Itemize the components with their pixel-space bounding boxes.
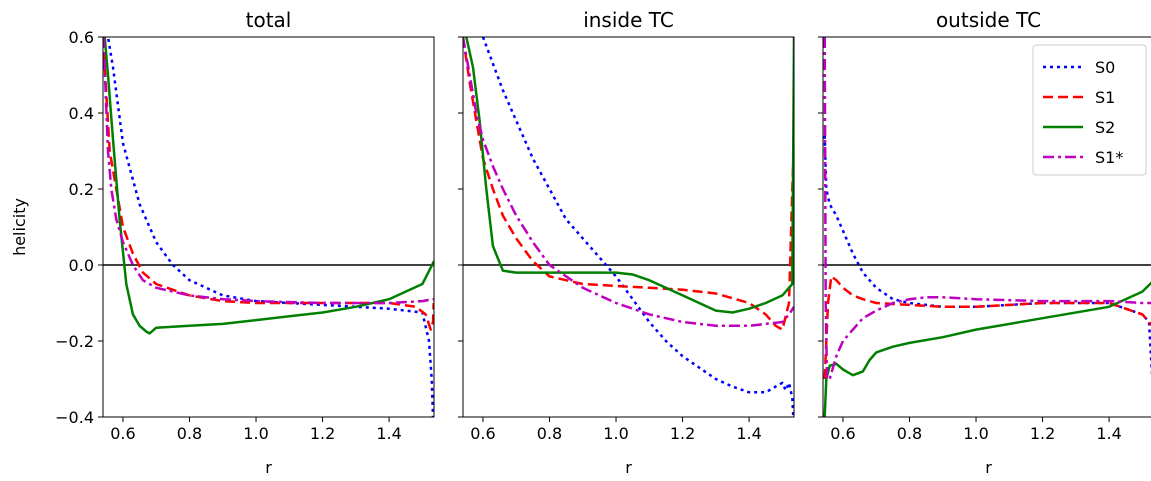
x-tick-label: 1.2: [310, 424, 335, 443]
x-tick-label: 0.8: [537, 424, 562, 443]
series-line-s1star: [103, 37, 434, 305]
y-tick-label: 0.0: [69, 256, 94, 275]
x-tick-label: 1.4: [1096, 424, 1121, 443]
legend-label: S2: [1095, 118, 1115, 137]
series-group: [463, 37, 794, 417]
x-tick-label: 1.4: [736, 424, 761, 443]
series-line-s1star: [823, 37, 1151, 381]
x-axis-label: r: [625, 458, 632, 477]
panel-3: outside TC 0.6 0.8 1.0 1.2 1.4 r S0 S1 S2 S1*: [818, 8, 1151, 477]
x-tick-label: 1.0: [963, 424, 988, 443]
y-axis-label: helicity: [10, 198, 29, 256]
panel-title: total: [246, 8, 292, 32]
x-tick-label: 0.6: [830, 424, 855, 443]
series-line-s0: [103, 37, 434, 417]
series-line-s1: [103, 37, 434, 331]
x-tick-label: 1.2: [1030, 424, 1055, 443]
axes-frame: [102, 36, 435, 418]
legend-label: S0: [1095, 58, 1115, 77]
y-tick-label: 0.4: [69, 104, 94, 123]
series-line-s2: [465, 37, 794, 314]
series-line-s0: [823, 135, 1151, 379]
legend-label: S1: [1095, 88, 1115, 107]
y-tick-label: 0.6: [69, 28, 94, 47]
y-tick-label: −0.2: [55, 332, 94, 351]
panel-title: inside TC: [583, 8, 674, 32]
x-tick-label: 0.8: [177, 424, 202, 443]
panel-1: total 0.6 0.8 1.0 1.2 1.4 r −0.4 −0.2 0.0 0.2 0.4 0.…: [55, 8, 435, 477]
legend-box: [1032, 44, 1147, 176]
x-tick-label: 0.6: [110, 424, 135, 443]
series-group: [103, 37, 434, 417]
axes-frame: [462, 36, 795, 418]
panel-title: outside TC: [936, 8, 1041, 32]
x-tick-label: 1.2: [670, 424, 695, 443]
series-group: [823, 37, 1151, 417]
legend: S0 S1 S2 S1*: [1032, 44, 1147, 176]
panel-2: inside TC 0.6 0.8 1.0 1.2 1.4 r: [458, 8, 795, 477]
x-tick-label: 1.4: [376, 424, 401, 443]
series-line-s0: [481, 37, 794, 417]
x-tick-label: 1.0: [243, 424, 268, 443]
y-tick-label: 0.2: [69, 180, 94, 199]
x-tick-label: 0.8: [897, 424, 922, 443]
x-tick-label: 0.6: [470, 424, 495, 443]
series-line-s2: [103, 37, 434, 335]
x-axis-label: r: [265, 458, 272, 477]
axes-frame: [822, 36, 1151, 418]
series-line-s1star: [463, 37, 794, 328]
legend-label: S1*: [1095, 148, 1123, 167]
series-line-s1: [463, 37, 794, 331]
y-tick-label: −0.4: [55, 408, 94, 427]
x-axis-label: r: [985, 458, 992, 477]
x-tick-label: 1.0: [603, 424, 628, 443]
